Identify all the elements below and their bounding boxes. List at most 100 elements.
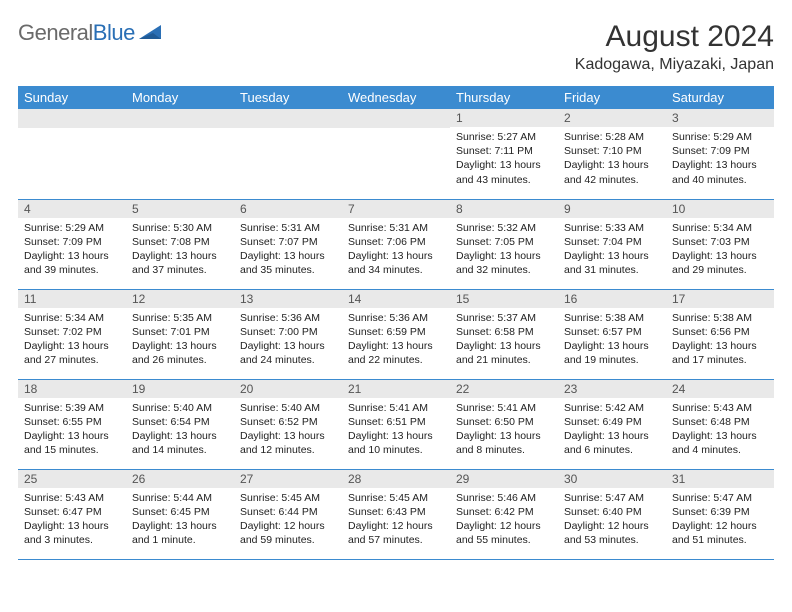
calendar-day-cell <box>342 109 450 199</box>
weekday-header: Wednesday <box>342 86 450 109</box>
sunrise-line: Sunrise: 5:47 AM <box>564 491 660 505</box>
day-number: 18 <box>18 380 126 398</box>
sunrise-line: Sunrise: 5:32 AM <box>456 221 552 235</box>
sunrise-line: Sunrise: 5:45 AM <box>240 491 336 505</box>
sunset-line: Sunset: 6:56 PM <box>672 325 768 339</box>
daylight-line: Daylight: 13 hours and 6 minutes. <box>564 429 660 457</box>
day-number: 12 <box>126 290 234 308</box>
weekday-row: SundayMondayTuesdayWednesdayThursdayFrid… <box>18 86 774 109</box>
sunset-line: Sunset: 6:57 PM <box>564 325 660 339</box>
triangle-icon <box>139 23 165 44</box>
sunrise-line: Sunrise: 5:42 AM <box>564 401 660 415</box>
day-number: 9 <box>558 200 666 218</box>
sunset-line: Sunset: 7:05 PM <box>456 235 552 249</box>
day-details: Sunrise: 5:31 AMSunset: 7:06 PMDaylight:… <box>342 218 450 280</box>
sunrise-line: Sunrise: 5:33 AM <box>564 221 660 235</box>
calendar-day-cell: 21Sunrise: 5:41 AMSunset: 6:51 PMDayligh… <box>342 379 450 469</box>
day-number: 25 <box>18 470 126 488</box>
calendar-head: SundayMondayTuesdayWednesdayThursdayFrid… <box>18 86 774 109</box>
calendar-day-cell: 31Sunrise: 5:47 AMSunset: 6:39 PMDayligh… <box>666 469 774 559</box>
daylight-line: Daylight: 13 hours and 26 minutes. <box>132 339 228 367</box>
daylight-line: Daylight: 13 hours and 15 minutes. <box>24 429 120 457</box>
calendar-day-cell: 8Sunrise: 5:32 AMSunset: 7:05 PMDaylight… <box>450 199 558 289</box>
calendar-day-cell: 2Sunrise: 5:28 AMSunset: 7:10 PMDaylight… <box>558 109 666 199</box>
sunset-line: Sunset: 7:08 PM <box>132 235 228 249</box>
day-details: Sunrise: 5:40 AMSunset: 6:52 PMDaylight:… <box>234 398 342 460</box>
sunset-line: Sunset: 6:48 PM <box>672 415 768 429</box>
day-number: 27 <box>234 470 342 488</box>
sunset-line: Sunset: 6:39 PM <box>672 505 768 519</box>
day-details: Sunrise: 5:29 AMSunset: 7:09 PMDaylight:… <box>666 127 774 189</box>
sunrise-line: Sunrise: 5:29 AM <box>24 221 120 235</box>
day-details: Sunrise: 5:29 AMSunset: 7:09 PMDaylight:… <box>18 218 126 280</box>
day-details: Sunrise: 5:38 AMSunset: 6:56 PMDaylight:… <box>666 308 774 370</box>
daylight-line: Daylight: 12 hours and 59 minutes. <box>240 519 336 547</box>
daylight-line: Daylight: 13 hours and 31 minutes. <box>564 249 660 277</box>
day-number: 5 <box>126 200 234 218</box>
calendar-day-cell: 19Sunrise: 5:40 AMSunset: 6:54 PMDayligh… <box>126 379 234 469</box>
day-details: Sunrise: 5:46 AMSunset: 6:42 PMDaylight:… <box>450 488 558 550</box>
calendar-day-cell: 1Sunrise: 5:27 AMSunset: 7:11 PMDaylight… <box>450 109 558 199</box>
daylight-line: Daylight: 13 hours and 1 minute. <box>132 519 228 547</box>
day-number: 22 <box>450 380 558 398</box>
day-number: 14 <box>342 290 450 308</box>
logo: GeneralBlue <box>18 20 165 46</box>
day-details: Sunrise: 5:47 AMSunset: 6:39 PMDaylight:… <box>666 488 774 550</box>
sunset-line: Sunset: 6:55 PM <box>24 415 120 429</box>
calendar-day-cell: 4Sunrise: 5:29 AMSunset: 7:09 PMDaylight… <box>18 199 126 289</box>
calendar-day-cell <box>126 109 234 199</box>
day-number: 16 <box>558 290 666 308</box>
sunrise-line: Sunrise: 5:45 AM <box>348 491 444 505</box>
calendar-day-cell: 12Sunrise: 5:35 AMSunset: 7:01 PMDayligh… <box>126 289 234 379</box>
day-details: Sunrise: 5:45 AMSunset: 6:44 PMDaylight:… <box>234 488 342 550</box>
calendar-day-cell: 11Sunrise: 5:34 AMSunset: 7:02 PMDayligh… <box>18 289 126 379</box>
calendar-day-cell: 10Sunrise: 5:34 AMSunset: 7:03 PMDayligh… <box>666 199 774 289</box>
calendar-day-cell: 5Sunrise: 5:30 AMSunset: 7:08 PMDaylight… <box>126 199 234 289</box>
sunset-line: Sunset: 7:11 PM <box>456 144 552 158</box>
daylight-line: Daylight: 13 hours and 3 minutes. <box>24 519 120 547</box>
day-details: Sunrise: 5:42 AMSunset: 6:49 PMDaylight:… <box>558 398 666 460</box>
day-number: 1 <box>450 109 558 127</box>
day-details: Sunrise: 5:35 AMSunset: 7:01 PMDaylight:… <box>126 308 234 370</box>
calendar-day-cell: 24Sunrise: 5:43 AMSunset: 6:48 PMDayligh… <box>666 379 774 469</box>
day-details: Sunrise: 5:47 AMSunset: 6:40 PMDaylight:… <box>558 488 666 550</box>
sunrise-line: Sunrise: 5:38 AM <box>672 311 768 325</box>
day-number: 6 <box>234 200 342 218</box>
sunset-line: Sunset: 7:02 PM <box>24 325 120 339</box>
calendar-day-cell: 30Sunrise: 5:47 AMSunset: 6:40 PMDayligh… <box>558 469 666 559</box>
sunrise-line: Sunrise: 5:41 AM <box>456 401 552 415</box>
sunrise-line: Sunrise: 5:29 AM <box>672 130 768 144</box>
weekday-header: Sunday <box>18 86 126 109</box>
sunrise-line: Sunrise: 5:46 AM <box>456 491 552 505</box>
calendar-day-cell: 25Sunrise: 5:43 AMSunset: 6:47 PMDayligh… <box>18 469 126 559</box>
daylight-line: Daylight: 12 hours and 57 minutes. <box>348 519 444 547</box>
day-details: Sunrise: 5:40 AMSunset: 6:54 PMDaylight:… <box>126 398 234 460</box>
calendar-day-cell: 3Sunrise: 5:29 AMSunset: 7:09 PMDaylight… <box>666 109 774 199</box>
sunset-line: Sunset: 6:47 PM <box>24 505 120 519</box>
daylight-line: Daylight: 13 hours and 10 minutes. <box>348 429 444 457</box>
sunrise-line: Sunrise: 5:43 AM <box>24 491 120 505</box>
calendar-table: SundayMondayTuesdayWednesdayThursdayFrid… <box>18 86 774 560</box>
daylight-line: Daylight: 13 hours and 22 minutes. <box>348 339 444 367</box>
weekday-header: Tuesday <box>234 86 342 109</box>
sunrise-line: Sunrise: 5:31 AM <box>348 221 444 235</box>
day-number: 8 <box>450 200 558 218</box>
day-number: 26 <box>126 470 234 488</box>
sunrise-line: Sunrise: 5:47 AM <box>672 491 768 505</box>
day-number: 15 <box>450 290 558 308</box>
daylight-line: Daylight: 13 hours and 21 minutes. <box>456 339 552 367</box>
sunrise-line: Sunrise: 5:27 AM <box>456 130 552 144</box>
calendar-day-cell: 7Sunrise: 5:31 AMSunset: 7:06 PMDaylight… <box>342 199 450 289</box>
sunrise-line: Sunrise: 5:28 AM <box>564 130 660 144</box>
day-number: 13 <box>234 290 342 308</box>
day-details: Sunrise: 5:36 AMSunset: 6:59 PMDaylight:… <box>342 308 450 370</box>
sunset-line: Sunset: 7:04 PM <box>564 235 660 249</box>
day-details: Sunrise: 5:43 AMSunset: 6:47 PMDaylight:… <box>18 488 126 550</box>
day-details: Sunrise: 5:27 AMSunset: 7:11 PMDaylight:… <box>450 127 558 189</box>
sunset-line: Sunset: 6:59 PM <box>348 325 444 339</box>
calendar-day-cell: 26Sunrise: 5:44 AMSunset: 6:45 PMDayligh… <box>126 469 234 559</box>
day-number: 30 <box>558 470 666 488</box>
day-number: 11 <box>18 290 126 308</box>
day-number: 19 <box>126 380 234 398</box>
calendar-body: 1Sunrise: 5:27 AMSunset: 7:11 PMDaylight… <box>18 109 774 559</box>
